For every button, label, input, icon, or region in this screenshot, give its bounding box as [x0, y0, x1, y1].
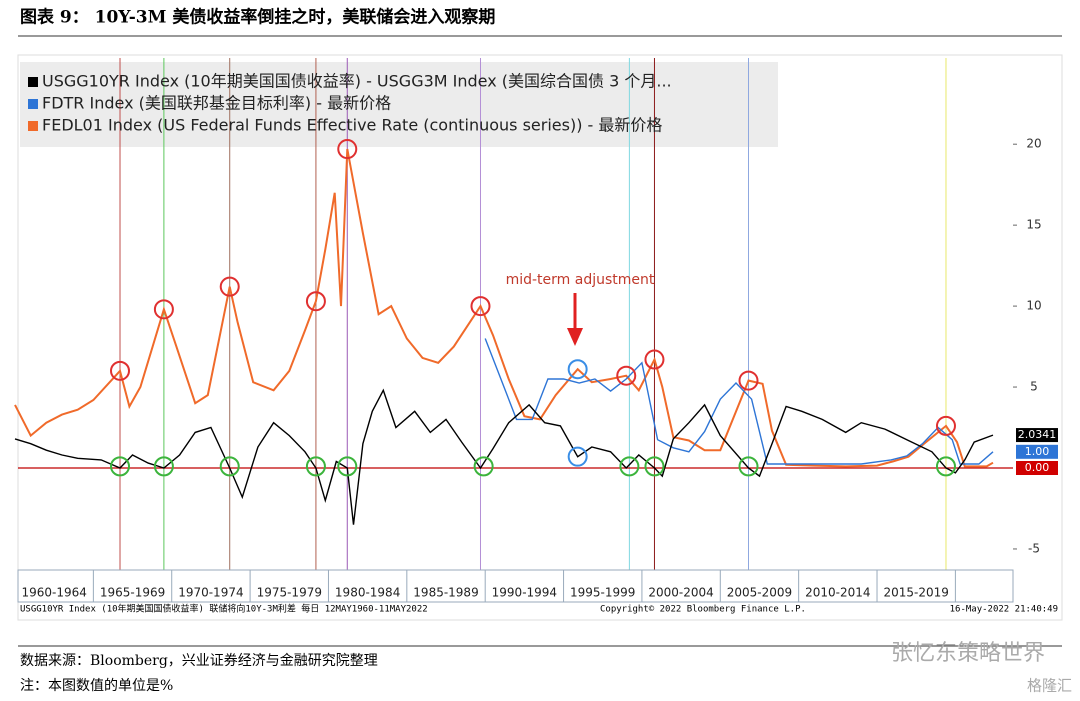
highlight-circle [219, 456, 240, 477]
footer-left: USGG10YR Index (10年期美国国债收益率) 联储将向10Y-3M利… [20, 603, 428, 615]
y-tick-label: -5 [1028, 541, 1040, 555]
value-box [1016, 461, 1058, 475]
highlight-circle [153, 299, 174, 320]
highlight-circle [619, 456, 640, 477]
value-box [1016, 444, 1058, 459]
highlight-circle [219, 276, 240, 297]
period-label: 2015-2019 [883, 586, 948, 600]
legend-swatch [28, 99, 38, 109]
note-text: 注：本图数值的单位是% [20, 678, 173, 694]
legend-label: FDTR Index (美国联邦基金目标利率) - 最新价格 [42, 94, 391, 113]
legend-box [20, 62, 778, 147]
highlight-circle [153, 456, 174, 477]
period-label: 1985-1989 [413, 586, 478, 600]
annotation-arrowhead [567, 328, 583, 346]
y-tick-label: 10 [1026, 299, 1041, 313]
period-label: 2000-2004 [648, 586, 713, 600]
series-line [14, 388, 994, 525]
period-label: 2005-2009 [727, 586, 792, 600]
highlight-circle [935, 456, 956, 477]
highlight-circle [935, 415, 956, 436]
highlight-circle [473, 456, 494, 477]
watermark: 张忆东策略世界 [891, 641, 1045, 666]
watermark-2: 格隆汇 [1027, 677, 1072, 695]
highlight-circle [738, 370, 759, 391]
series-line [484, 338, 994, 465]
y-tick-label: 5 [1030, 380, 1038, 394]
highlight-circle [337, 139, 358, 160]
value-box [1016, 428, 1058, 443]
highlight-circle [305, 291, 326, 312]
legend-label: FEDL01 Index (US Federal Funds Effective… [42, 116, 662, 135]
period-label: 1970-1974 [178, 586, 243, 600]
highlight-circle [470, 296, 491, 317]
period-label: 1980-1984 [335, 586, 400, 600]
period-label: 1995-1999 [570, 586, 635, 600]
y-tick-label: 20 [1026, 137, 1041, 151]
period-label: 1975-1979 [257, 586, 322, 600]
annotation: mid-term adjustment [506, 272, 655, 288]
legend-label: USGG10YR Index (10年期美国国债收益率) - USGG3M In… [42, 72, 672, 91]
period-label: 2010-2014 [805, 586, 870, 600]
legend-swatch [28, 77, 38, 87]
value-box-label: 1.00 [1025, 445, 1050, 458]
highlight-circle [337, 456, 358, 477]
highlight-circle [567, 359, 588, 380]
chart-title: 图表 9： 10Y-3M 美债收益率倒挂之时，美联储会进入观察期 [20, 7, 495, 28]
footer-timestamp: 16-May-2022 21:40:49 [950, 605, 1058, 615]
highlight-circle [567, 446, 588, 467]
highlight-circle [738, 456, 759, 477]
period-label: 1960-1964 [21, 586, 86, 600]
highlight-circle [110, 360, 131, 381]
period-band [17, 569, 1014, 603]
legend-swatch [28, 121, 38, 131]
highlight-circle [644, 349, 665, 370]
period-label: 1965-1969 [100, 586, 165, 600]
value-box-label: 0.00 [1025, 461, 1050, 474]
value-box-label: 2.0341 [1018, 428, 1057, 441]
highlight-circle [644, 456, 665, 477]
chart-frame [17, 54, 1063, 621]
highlight-circle [305, 456, 326, 477]
footer-copyright: Copyright© 2022 Bloomberg Finance L.P. [600, 605, 806, 615]
series-line [14, 148, 994, 468]
highlight-circle [616, 365, 637, 386]
period-label: 1990-1994 [492, 586, 557, 600]
y-tick-label: 15 [1026, 218, 1041, 232]
source-text: 数据来源：Bloomberg，兴业证券经济与金融研究院整理 [20, 653, 378, 669]
highlight-circle [110, 456, 131, 477]
